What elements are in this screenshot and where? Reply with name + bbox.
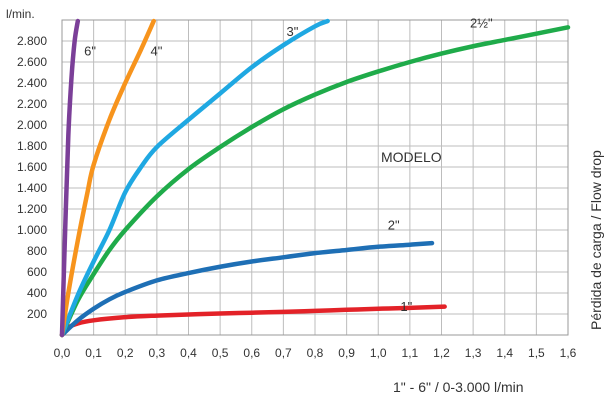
x-tick-label: 0,9 bbox=[338, 346, 355, 360]
x-tick-labels: 0,0 0,1 0,2 0,3 0,4 0,5 0,6 0,7 0,8 0,9 1,0 1,1 1,2 1… bbox=[54, 346, 577, 360]
x-tick-label: 0,5 bbox=[212, 346, 229, 360]
y-tick-label: 1.600 bbox=[17, 160, 47, 174]
series-label-6in: 6" bbox=[84, 44, 96, 59]
x-tick-label: 0,7 bbox=[275, 346, 292, 360]
y-tick-label: 600 bbox=[27, 265, 47, 279]
y-tick-label: 1.400 bbox=[17, 181, 47, 195]
x-tick-label: 1,5 bbox=[528, 346, 545, 360]
y-tick-label: 2.200 bbox=[17, 97, 47, 111]
y-tick-label: 1.800 bbox=[17, 139, 47, 153]
y-tick-label: 2.800 bbox=[17, 34, 47, 48]
plot-frame bbox=[61, 19, 569, 336]
y-tick-labels: 200 400 600 800 1.000 1.200 1.400 1.600 1.800 2.0… bbox=[17, 34, 47, 321]
x-tick-label: 1,6 bbox=[560, 346, 577, 360]
x-axis-label: 1" - 6" / 0-3.000 l/min bbox=[393, 379, 524, 395]
x-tick-label: 0,4 bbox=[180, 346, 197, 360]
y-tick-label: 200 bbox=[27, 307, 47, 321]
x-tick-label: 0,3 bbox=[149, 346, 166, 360]
y-tick-label: 2.400 bbox=[17, 76, 47, 90]
series-line-1in bbox=[59, 304, 447, 338]
y-unit-label: l/min. bbox=[6, 7, 35, 21]
x-tick-label: 1,2 bbox=[433, 346, 450, 360]
series-label-2-halfin: 2½" bbox=[470, 15, 493, 30]
y-axis-label: Pérdida de carga / Flow drop bbox=[588, 150, 604, 330]
x-tick-label: 0,6 bbox=[243, 346, 260, 360]
x-tick-label: 1,4 bbox=[496, 346, 513, 360]
x-tick-label: 0,1 bbox=[85, 346, 102, 360]
x-tick-label: 1,0 bbox=[370, 346, 387, 360]
series-label-4in: 4" bbox=[151, 44, 163, 59]
y-tick-label: 800 bbox=[27, 244, 47, 258]
series-line-4in bbox=[59, 18, 156, 338]
series-line-6in bbox=[59, 18, 81, 338]
series-line-2-halfin bbox=[59, 25, 571, 338]
y-tick-label: 2.600 bbox=[17, 55, 47, 69]
series-line-2in bbox=[59, 240, 435, 338]
series-label-2in: 2" bbox=[388, 217, 400, 232]
y-tick-label: 1.000 bbox=[17, 223, 47, 237]
x-tick-label: 1,1 bbox=[402, 346, 419, 360]
series-line-3in bbox=[59, 18, 330, 338]
series-label-1in: 1" bbox=[400, 299, 412, 314]
x-tick-label: 0,8 bbox=[307, 346, 324, 360]
chart-grid bbox=[61, 19, 569, 336]
x-tick-label: 0,2 bbox=[117, 346, 134, 360]
y-tick-label: 2.000 bbox=[17, 118, 47, 132]
x-tick-label: 0,0 bbox=[54, 346, 71, 360]
y-tick-label: 400 bbox=[27, 286, 47, 300]
series-labels: 1" 2" 2½" 3" 4" 6" bbox=[84, 15, 493, 314]
series-label-3in: 3" bbox=[287, 24, 299, 39]
y-tick-label: 1.200 bbox=[17, 202, 47, 216]
series-lines bbox=[59, 18, 571, 338]
x-tick-label: 1,3 bbox=[465, 346, 482, 360]
annotation-modelo: MODELO bbox=[381, 149, 442, 165]
